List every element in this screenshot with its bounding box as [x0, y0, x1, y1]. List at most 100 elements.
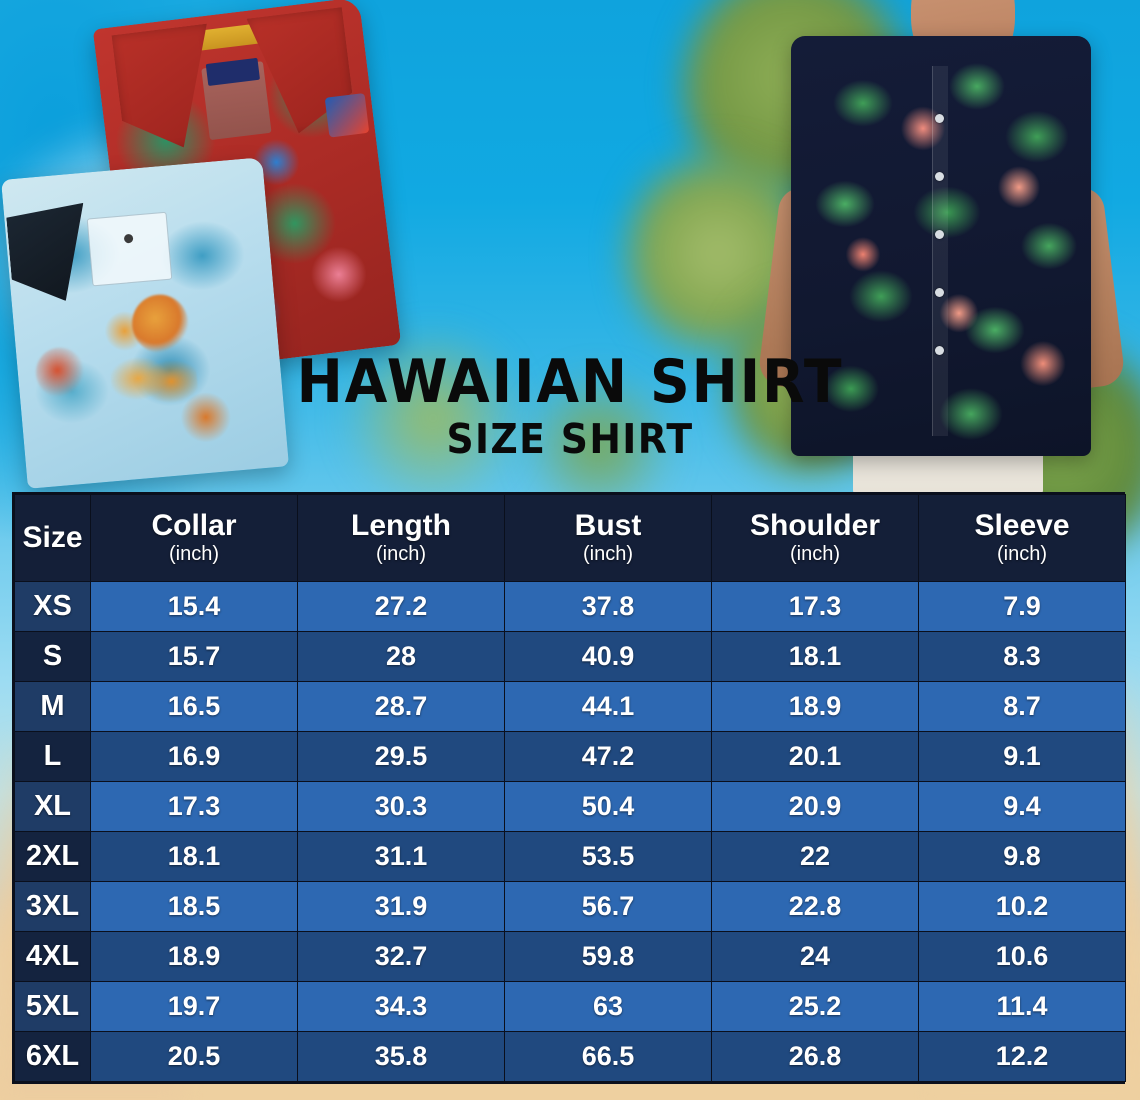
measurement-cell-collar: 17.3 — [90, 781, 298, 832]
size-label-cell: S — [14, 631, 91, 682]
measurement-cell-shoulder: 17.3 — [711, 581, 919, 632]
measurement-cell-shoulder: 18.1 — [711, 631, 919, 682]
measurement-cell-shoulder: 20.9 — [711, 781, 919, 832]
table-row: 6XL 20.5 35.8 66.5 26.8 12.2 — [14, 1031, 1126, 1082]
measurement-cell-shoulder: 26.8 — [711, 1031, 919, 1082]
size-label-cell: 3XL — [14, 881, 91, 932]
measurement-cell-bust: 47.2 — [504, 731, 712, 782]
title-line-1: HAWAIIAN SHIRT — [296, 347, 844, 417]
measurement-cell-length: 28 — [297, 631, 505, 682]
page-title: HAWAIIAN SHIRT SIZE SHIRT — [0, 347, 1140, 464]
measurement-cell-collar: 16.5 — [90, 681, 298, 732]
size-label-cell: 5XL — [14, 981, 91, 1032]
size-label-cell: 4XL — [14, 931, 91, 982]
column-header-size: Size — [14, 494, 91, 582]
column-header-unit: (inch) — [168, 542, 219, 565]
column-header-label: Collar — [151, 509, 237, 543]
table-body: XS 15.4 27.2 37.8 17.3 7.9 S 15.7 28 40.9 18.1 8.3 M… — [14, 581, 1126, 1082]
size-label-cell: XS — [14, 581, 91, 632]
table-row: S 15.7 28 40.9 18.1 8.3 — [14, 631, 1126, 682]
measurement-cell-length: 32.7 — [297, 931, 505, 982]
column-header-shoulder: Shoulder (inch) — [711, 494, 919, 582]
column-header-label: Bust — [574, 509, 642, 543]
measurement-cell-length: 30.3 — [297, 781, 505, 832]
table-header: Size Collar (inch) Length (inch) Bust (inch) Sh… — [14, 494, 1126, 582]
column-header-unit: (inch) — [789, 542, 840, 565]
column-header-label: Shoulder — [749, 509, 880, 543]
column-header-label: Size — [22, 521, 83, 555]
measurement-cell-collar: 18.1 — [90, 831, 298, 882]
measurement-cell-bust: 44.1 — [504, 681, 712, 732]
measurement-cell-sleeve: 10.2 — [918, 881, 1126, 932]
brand-badge-icon — [324, 92, 370, 138]
measurement-cell-bust: 53.5 — [504, 831, 712, 882]
column-header-unit: (inch) — [375, 542, 426, 565]
title-line-2: SIZE SHIRT — [446, 415, 694, 464]
shirt-button-icon — [935, 230, 944, 239]
measurement-cell-bust: 50.4 — [504, 781, 712, 832]
column-header-label: Length — [351, 509, 451, 543]
measurement-cell-bust: 37.8 — [504, 581, 712, 632]
shirt-button-icon — [935, 172, 944, 181]
measurement-cell-shoulder: 22 — [711, 831, 919, 882]
measurement-cell-sleeve: 9.8 — [918, 831, 1126, 882]
measurement-cell-sleeve: 10.6 — [918, 931, 1126, 982]
measurement-cell-sleeve: 8.7 — [918, 681, 1126, 732]
collar-dark — [6, 203, 92, 305]
measurement-cell-shoulder: 25.2 — [711, 981, 919, 1032]
measurement-cell-sleeve: 9.1 — [918, 731, 1126, 782]
measurement-cell-length: 34.3 — [297, 981, 505, 1032]
measurement-cell-bust: 63 — [504, 981, 712, 1032]
shirt-button-icon — [935, 346, 944, 355]
size-label-cell: 6XL — [14, 1031, 91, 1082]
table-row: 4XL 18.9 32.7 59.8 24 10.6 — [14, 931, 1126, 982]
measurement-cell-shoulder: 18.9 — [711, 681, 919, 732]
size-label-cell: L — [14, 731, 91, 782]
pocket-button-icon — [123, 233, 134, 244]
size-label-cell: 2XL — [14, 831, 91, 882]
shirt-button-icon — [935, 288, 944, 297]
measurement-cell-length: 29.5 — [297, 731, 505, 782]
column-header-label: Sleeve — [974, 509, 1070, 543]
measurement-cell-shoulder: 22.8 — [711, 881, 919, 932]
size-label-cell: XL — [14, 781, 91, 832]
measurement-cell-collar: 15.4 — [90, 581, 298, 632]
worn-hawaiian-shirt — [791, 36, 1091, 456]
table-row: L 16.9 29.5 47.2 20.1 9.1 — [14, 731, 1126, 782]
measurement-cell-bust: 66.5 — [504, 1031, 712, 1082]
size-chart-table: Size Collar (inch) Length (inch) Bust (inch) Sh… — [14, 494, 1126, 1082]
measurement-cell-length: 27.2 — [297, 581, 505, 632]
measurement-cell-shoulder: 20.1 — [711, 731, 919, 782]
measurement-cell-collar: 16.9 — [90, 731, 298, 782]
table-row: M 16.5 28.7 44.1 18.9 8.7 — [14, 681, 1126, 732]
size-chart-table-wrapper: Size Collar (inch) Length (inch) Bust (inch) Sh… — [12, 492, 1126, 1084]
product-photo-model — [735, 0, 1140, 492]
column-header-collar: Collar (inch) — [90, 494, 298, 582]
table-row: 2XL 18.1 31.1 53.5 22 9.8 — [14, 831, 1126, 882]
table-row: 5XL 19.7 34.3 63 25.2 11.4 — [14, 981, 1126, 1032]
table-row: XL 17.3 30.3 50.4 20.9 9.4 — [14, 781, 1126, 832]
measurement-cell-length: 31.1 — [297, 831, 505, 882]
measurement-cell-collar: 19.7 — [90, 981, 298, 1032]
size-label-cell: M — [14, 681, 91, 732]
chest-pocket — [86, 211, 173, 287]
table-row: 3XL 18.5 31.9 56.7 22.8 10.2 — [14, 881, 1126, 932]
measurement-cell-collar: 20.5 — [90, 1031, 298, 1082]
measurement-cell-sleeve: 12.2 — [918, 1031, 1126, 1082]
column-header-bust: Bust (inch) — [504, 494, 712, 582]
column-header-unit: (inch) — [582, 542, 633, 565]
measurement-cell-sleeve: 9.4 — [918, 781, 1126, 832]
measurement-cell-length: 28.7 — [297, 681, 505, 732]
measurement-cell-length: 35.8 — [297, 1031, 505, 1082]
table-row: XS 15.4 27.2 37.8 17.3 7.9 — [14, 581, 1126, 632]
measurement-cell-collar: 15.7 — [90, 631, 298, 682]
measurement-cell-sleeve: 11.4 — [918, 981, 1126, 1032]
measurement-cell-collar: 18.9 — [90, 931, 298, 982]
shirt-button-icon — [935, 114, 944, 123]
measurement-cell-length: 31.9 — [297, 881, 505, 932]
measurement-cell-bust: 56.7 — [504, 881, 712, 932]
palm-foliage-icon — [342, 330, 525, 506]
measurement-cell-bust: 59.8 — [504, 931, 712, 982]
column-header-length: Length (inch) — [297, 494, 505, 582]
